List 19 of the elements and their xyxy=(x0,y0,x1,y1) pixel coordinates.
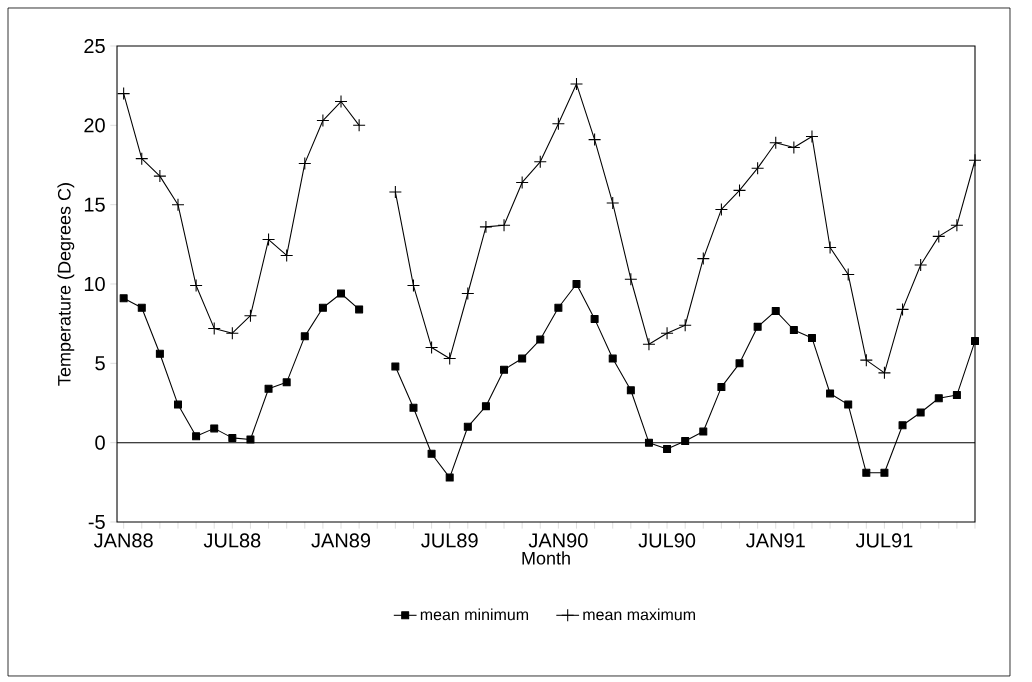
y-tick-label: 0 xyxy=(95,435,105,450)
legend-label: mean minimum xyxy=(420,608,529,621)
y-tick-label: 20 xyxy=(84,118,105,133)
y-tick-label: -5 xyxy=(88,515,105,529)
x-tick-label: JAN90 xyxy=(528,533,588,548)
x-axis-title: Month xyxy=(522,551,570,565)
y-tick-label: 5 xyxy=(95,356,105,371)
x-tick-label: JUL91 xyxy=(855,533,913,548)
x-tick-label: JAN91 xyxy=(746,533,805,548)
x-tick-label: JAN89 xyxy=(311,533,371,548)
y-tick-label: 25 xyxy=(84,38,105,54)
x-tick-label: JUL88 xyxy=(203,533,261,548)
y-tick-label: 10 xyxy=(84,276,105,292)
y-tick-label: 15 xyxy=(84,197,105,212)
legend-label: mean maximum xyxy=(583,608,695,621)
y-axis-title: Temperature (Degrees C) xyxy=(57,183,75,386)
x-tick-label: JUL90 xyxy=(638,533,696,548)
x-tick-label: JUL89 xyxy=(421,533,478,548)
x-tick-label: JAN88 xyxy=(93,533,153,548)
